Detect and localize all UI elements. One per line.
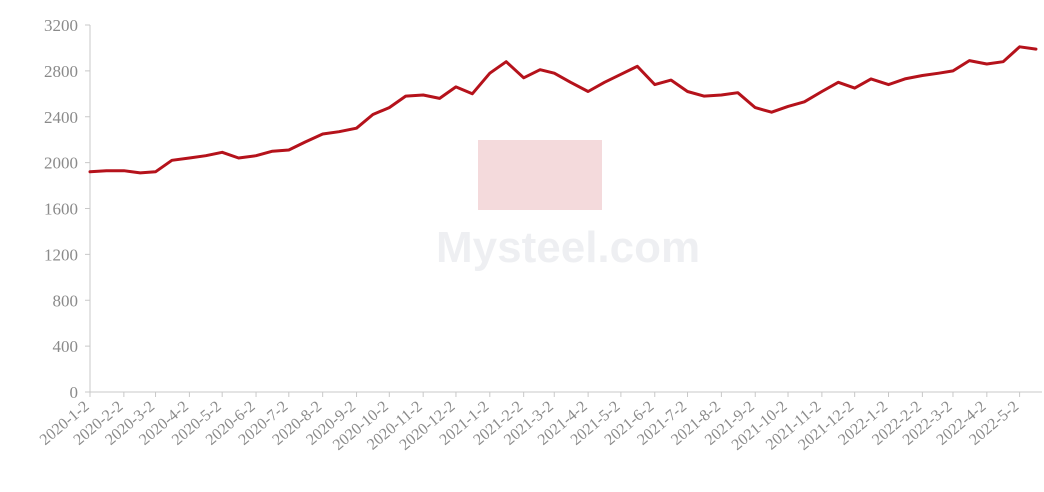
y-tick-label: 2400 <box>44 108 78 127</box>
watermark-logo-icon <box>478 140 602 210</box>
watermark: Mysteel.com <box>436 140 700 272</box>
y-tick-label: 400 <box>53 337 79 356</box>
y-tick-label: 800 <box>53 291 79 310</box>
series-layer <box>88 45 1038 175</box>
y-tick-label: 1200 <box>44 245 78 264</box>
y-axis: 0 400 800 1200 1600 2000 2400 2800 3200 <box>44 16 91 402</box>
y-tick-label: 2000 <box>44 154 78 173</box>
x-axis: 2020-1-22020-2-22020-3-22020-4-22020-5-2… <box>37 391 1042 454</box>
series-line-0 <box>88 45 1038 175</box>
y-tick-label: 3200 <box>44 16 78 35</box>
watermark-text: Mysteel.com <box>436 223 700 272</box>
y-tick-label: 0 <box>70 383 79 402</box>
y-tick-label: 1600 <box>44 200 78 219</box>
y-tick-label: 2800 <box>44 62 78 81</box>
